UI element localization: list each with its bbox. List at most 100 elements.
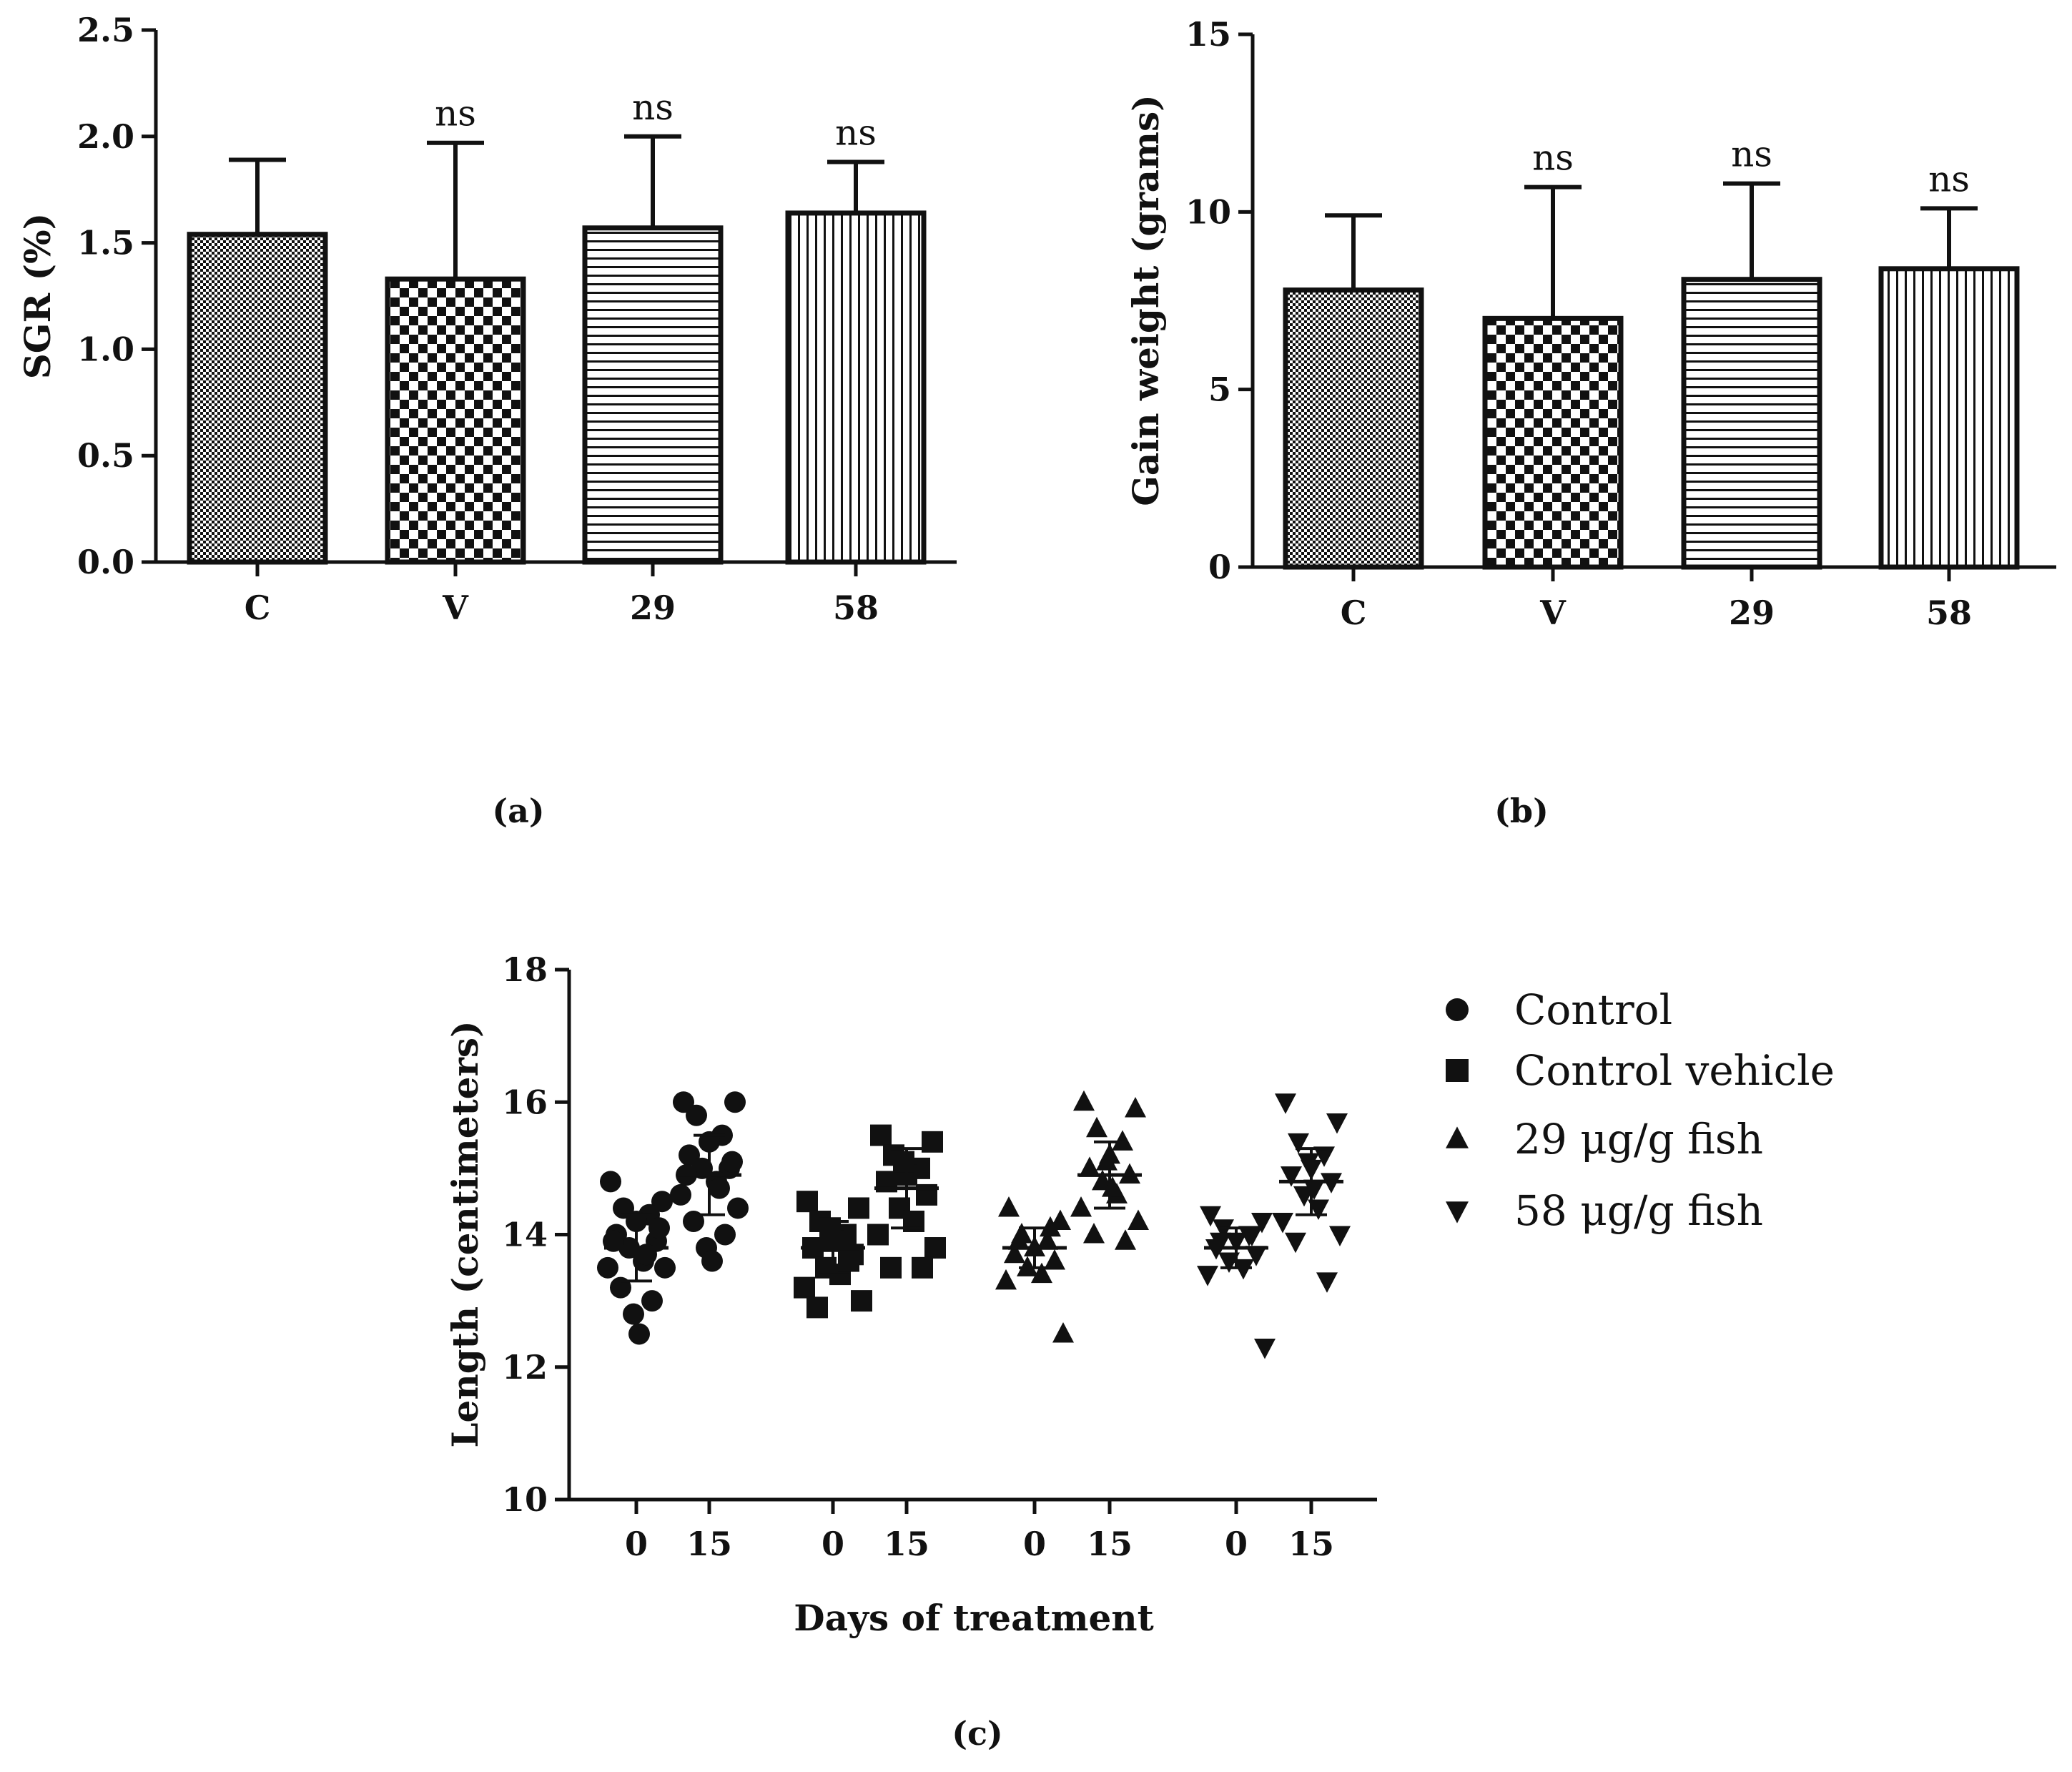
chart-c-point-triangle-down: [1285, 1232, 1306, 1254]
legend-marker-square: [1446, 1059, 1469, 1082]
chart-a-y-tick-label: 0.5: [77, 436, 134, 475]
bar-chart-b: 0 5 10 15 C Vns 29 ns 58 ns Gain weight (grams): [1125, 15, 2056, 632]
chart-a-annotation-ns: ns: [632, 87, 674, 128]
chart-c-point-triangle-down: [1251, 1212, 1273, 1234]
chart-c-point-triangle-up: [1040, 1216, 1061, 1237]
legend: Control Control vehicle 29 μg/g fish 58 μg/…: [1446, 985, 1835, 1235]
chart-c-point-triangle-down: [1316, 1272, 1338, 1293]
chart-c-point-triangle-up: [1128, 1209, 1149, 1230]
chart-c-point-circle: [679, 1144, 700, 1166]
chart-a-x-tick-label: C: [245, 589, 271, 627]
chart-b-annotation-ns: ns: [1731, 134, 1772, 175]
chart-c-point-circle: [628, 1323, 650, 1345]
chart-c-point-circle: [721, 1151, 743, 1173]
chart-b-x-tick-label: 29: [1729, 594, 1775, 632]
chart-a-x-tick-label: 29: [630, 589, 676, 627]
chart-c-point-triangle-down: [1210, 1232, 1231, 1254]
chart-c-point-circle: [670, 1183, 691, 1206]
panel-label-c: (c): [952, 1714, 1003, 1753]
legend-marker-triangle-up: [1446, 1126, 1469, 1148]
chart-a-y-axis-title: SGR (%): [16, 213, 59, 380]
chart-c-point-triangle-up: [1096, 1150, 1118, 1171]
chart-c-x-tick-label: 15: [1288, 1525, 1334, 1563]
chart-c-x-axis-title: Days of treatment: [794, 1597, 1154, 1639]
chart-c-point-circle: [714, 1224, 736, 1246]
chart-c-point-square: [870, 1124, 892, 1146]
chart-c-point-triangle-down: [1326, 1113, 1348, 1134]
panel-label-a: (a): [492, 792, 544, 830]
chart-c-point-circle: [686, 1104, 707, 1126]
chart-c-point-square: [838, 1250, 859, 1272]
chart-c-x-tick-label: 0: [822, 1525, 844, 1563]
chart-a-bar: [785, 210, 927, 565]
chart-c-point-triangle-down: [1213, 1219, 1234, 1240]
chart-c-x-tick-label: 0: [625, 1525, 648, 1563]
chart-a-y-tick-label: 2.0: [77, 117, 134, 156]
chart-c-point-triangle-up: [1102, 1176, 1123, 1197]
chart-c-y-axis-title: Length (centimeters): [444, 1020, 486, 1447]
chart-c-point-circle: [641, 1290, 663, 1312]
chart-c-point-triangle-up: [1017, 1256, 1038, 1276]
chart-c-x-tick-label: 15: [1087, 1525, 1133, 1563]
chart-a-x-tick-label: V: [442, 589, 469, 627]
chart-b-x-tick-label: V: [1539, 594, 1567, 632]
chart-c-point-square: [924, 1237, 946, 1259]
chart-a-y-tick-label: 0.0: [77, 543, 134, 581]
chart-a-annotation-ns: ns: [435, 93, 476, 134]
legend-marker-circle: [1446, 998, 1469, 1021]
chart-c-y-tick-label: 14: [502, 1216, 548, 1254]
chart-c-point-square: [867, 1224, 889, 1246]
chart-c-point-circle: [648, 1217, 670, 1239]
chart-a-y-tick-label: 1.5: [77, 224, 134, 262]
chart-c-point-circle: [701, 1250, 723, 1272]
chart-c-point-triangle-down: [1303, 1179, 1325, 1201]
chart-c-point-circle: [727, 1197, 749, 1219]
chart-c-point-triangle-up: [1092, 1169, 1113, 1191]
chart-b-y-tick-label: 0: [1208, 548, 1231, 586]
chart-b-bar: [1482, 315, 1624, 570]
chart-c-y-tick-label: 10: [502, 1480, 548, 1519]
chart-b-annotation-ns: ns: [1532, 137, 1574, 179]
legend-label: Control vehicle: [1514, 1046, 1835, 1095]
chart-c-point-triangle-down: [1313, 1146, 1335, 1167]
chart-c-x-tick-label: 15: [686, 1525, 732, 1563]
chart-c-point-square: [848, 1197, 869, 1219]
chart-c-point-triangle-down: [1254, 1338, 1276, 1359]
legend-label: 58 μg/g fish: [1514, 1186, 1763, 1235]
chart-b-x-tick-label: C: [1341, 594, 1367, 632]
chart-b-y-axis-title: Gain weight (grams): [1125, 94, 1167, 506]
chart-c-point-triangle-down: [1329, 1226, 1351, 1246]
chart-a-bar: [582, 225, 724, 565]
chart-c-point-triangle-up: [1115, 1229, 1136, 1250]
chart-c-point-circle: [724, 1091, 746, 1113]
chart-c-point-triangle-down: [1308, 1199, 1329, 1220]
chart-c-point-triangle-down: [1298, 1153, 1319, 1174]
chart-c-point-triangle-up: [1073, 1090, 1095, 1111]
chart-c-point-triangle-up: [1037, 1229, 1058, 1250]
chart-c-y-tick-label: 16: [502, 1083, 548, 1121]
chart-c-point-triangle-up: [1112, 1130, 1133, 1151]
chart-c-point-square: [912, 1256, 933, 1279]
chart-b-y-tick-label: 5: [1208, 370, 1231, 409]
chart-c-point-triangle-down: [1245, 1246, 1267, 1266]
chart-c-y-tick-label: 12: [502, 1348, 548, 1387]
chart-c-point-triangle-down: [1275, 1093, 1296, 1114]
chart-c-point-square: [922, 1131, 943, 1153]
chart-c-point-triangle-up: [1070, 1196, 1092, 1217]
chart-c-x-tick-label: 15: [884, 1525, 929, 1563]
bar-chart-a: 0.0 0.5 1.0 1.5 2.0 2.5 C Vns 29 ns 58 ns SGR (%): [16, 11, 957, 627]
scatter-chart-c: 10 12 14 16 18 0 15 0 15 0 15 0 15 Length (centimete…: [444, 950, 1835, 1639]
chart-b-y-tick-label: 10: [1185, 192, 1231, 231]
chart-c-point-triangle-down: [1197, 1266, 1218, 1286]
chart-c-point-triangle-down: [1218, 1252, 1240, 1274]
chart-c-point-triangle-down: [1288, 1133, 1309, 1154]
chart-c-point-triangle-down: [1200, 1206, 1221, 1227]
chart-a-bar: [385, 276, 526, 565]
chart-b-bar: [1878, 266, 2020, 570]
legend-label: 29 μg/g fish: [1514, 1115, 1763, 1163]
chart-c-point-triangle-down: [1281, 1166, 1302, 1187]
chart-c-x-tick-label: 0: [1023, 1525, 1046, 1563]
chart-b-bar: [1681, 277, 1822, 570]
chart-a-y-tick-label: 1.0: [77, 330, 134, 368]
chart-a-annotation-ns: ns: [835, 112, 877, 154]
